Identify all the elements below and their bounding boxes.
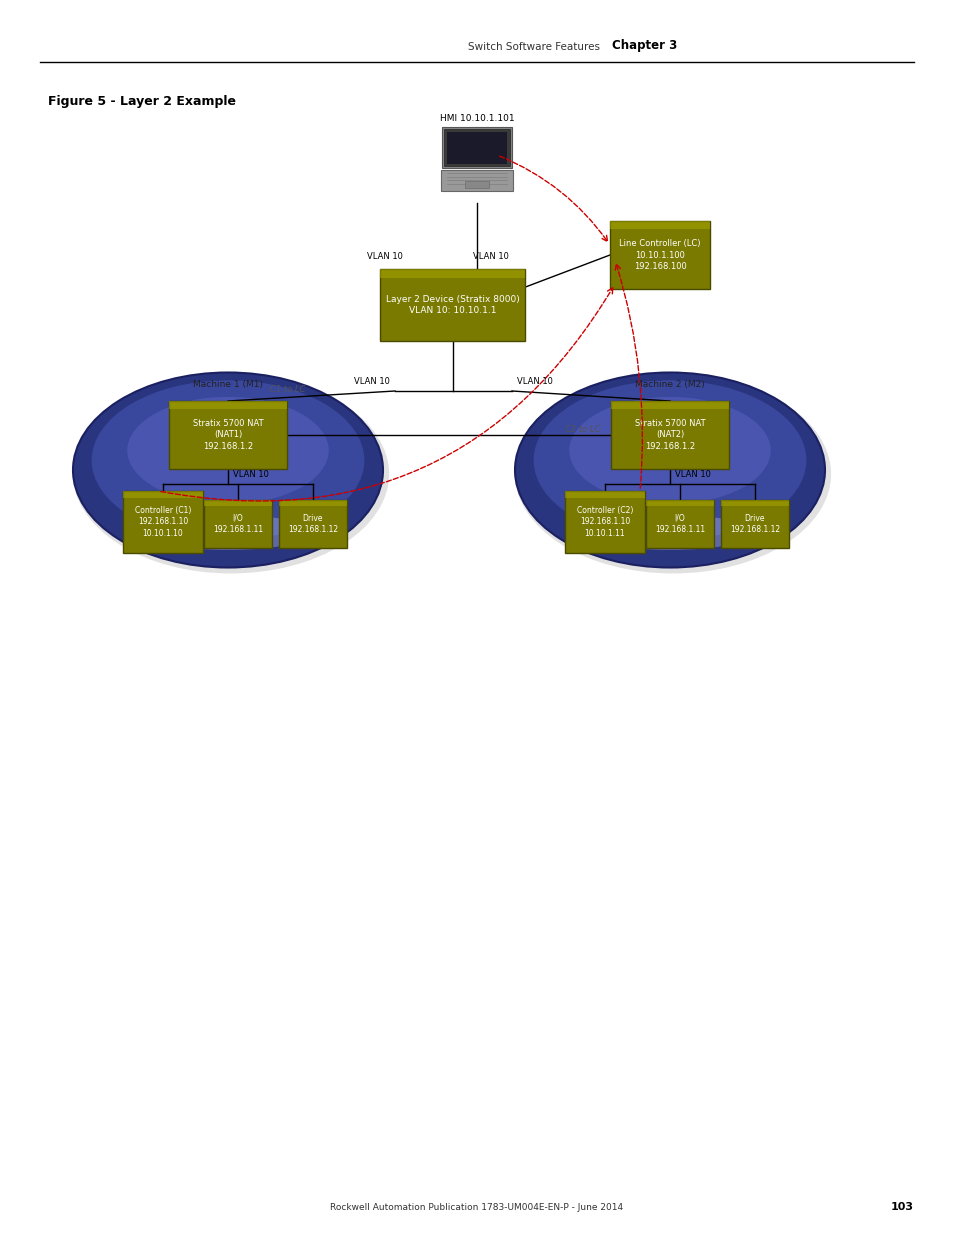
Text: Drive
192.168.1.12: Drive 192.168.1.12 bbox=[288, 514, 337, 535]
Text: Line Controller (LC)
10.10.1.100
192.168.100: Line Controller (LC) 10.10.1.100 192.168… bbox=[618, 238, 700, 272]
Bar bbox=[441, 127, 512, 168]
Text: Drive
192.168.1.12: Drive 192.168.1.12 bbox=[729, 514, 780, 535]
Bar bbox=[123, 492, 203, 499]
Bar bbox=[204, 500, 272, 506]
Bar bbox=[720, 500, 788, 506]
Bar bbox=[380, 269, 525, 341]
Bar bbox=[278, 500, 347, 548]
Bar bbox=[564, 492, 644, 499]
Bar bbox=[610, 401, 728, 469]
Bar bbox=[465, 180, 488, 188]
Text: Stratix 5700 NAT
(NAT1)
192.168.1.2: Stratix 5700 NAT (NAT1) 192.168.1.2 bbox=[193, 419, 263, 451]
Text: Switch Software Features: Switch Software Features bbox=[468, 42, 599, 52]
Text: I/O
192.168.1.11: I/O 192.168.1.11 bbox=[213, 514, 263, 535]
Bar bbox=[720, 500, 788, 548]
Text: VLAN 10: VLAN 10 bbox=[233, 471, 269, 479]
Bar bbox=[564, 492, 644, 553]
Text: 103: 103 bbox=[890, 1202, 913, 1212]
Text: C2 to LC: C2 to LC bbox=[564, 426, 599, 435]
Text: VLAN 10: VLAN 10 bbox=[367, 252, 402, 261]
Bar bbox=[169, 401, 287, 409]
Bar bbox=[645, 500, 713, 506]
Ellipse shape bbox=[91, 380, 364, 540]
Ellipse shape bbox=[143, 515, 313, 550]
Text: Controller (C1)
192.168.1.10
10.10.1.10: Controller (C1) 192.168.1.10 10.10.1.10 bbox=[134, 505, 191, 538]
Text: VLAN 10: VLAN 10 bbox=[675, 471, 710, 479]
Text: Machine 1 (M1): Machine 1 (M1) bbox=[193, 379, 263, 389]
Text: Layer 2 Device (Stratix 8000)
VLAN 10: 10.10.1.1: Layer 2 Device (Stratix 8000) VLAN 10: 1… bbox=[386, 295, 519, 315]
Text: Rockwell Automation Publication 1783-UM004E-EN-P - June 2014: Rockwell Automation Publication 1783-UM0… bbox=[330, 1203, 623, 1212]
Bar bbox=[440, 170, 513, 190]
Bar bbox=[447, 132, 506, 164]
Bar bbox=[609, 221, 709, 289]
Text: C1 to LC: C1 to LC bbox=[270, 385, 305, 394]
Bar bbox=[645, 500, 713, 548]
Text: Chapter 3: Chapter 3 bbox=[612, 40, 677, 52]
Text: Stratix 5700 NAT
(NAT2)
192.168.1.2: Stratix 5700 NAT (NAT2) 192.168.1.2 bbox=[634, 419, 704, 451]
Ellipse shape bbox=[533, 380, 805, 540]
Ellipse shape bbox=[515, 373, 824, 568]
Text: VLAN 10: VLAN 10 bbox=[473, 252, 508, 261]
Ellipse shape bbox=[72, 374, 389, 573]
Text: I/O
192.168.1.11: I/O 192.168.1.11 bbox=[655, 514, 704, 535]
Text: VLAN 10: VLAN 10 bbox=[517, 377, 553, 387]
Bar bbox=[443, 128, 510, 167]
Bar bbox=[204, 500, 272, 548]
Text: Controller (C2)
192.168.1.10
10.10.1.11: Controller (C2) 192.168.1.10 10.10.1.11 bbox=[577, 505, 633, 538]
Bar bbox=[609, 221, 709, 230]
Ellipse shape bbox=[127, 396, 329, 504]
Ellipse shape bbox=[584, 515, 755, 550]
Ellipse shape bbox=[515, 374, 830, 573]
Ellipse shape bbox=[569, 396, 770, 504]
Bar bbox=[278, 500, 347, 506]
Text: HMI 10.10.1.101: HMI 10.10.1.101 bbox=[439, 114, 514, 124]
Text: Figure 5 - Layer 2 Example: Figure 5 - Layer 2 Example bbox=[48, 95, 235, 107]
Ellipse shape bbox=[73, 373, 382, 568]
Bar bbox=[123, 492, 203, 553]
Text: VLAN 10: VLAN 10 bbox=[354, 377, 390, 387]
Bar bbox=[169, 401, 287, 469]
Text: Machine 2 (M2): Machine 2 (M2) bbox=[635, 379, 704, 389]
Bar bbox=[380, 269, 525, 278]
Bar bbox=[610, 401, 728, 409]
